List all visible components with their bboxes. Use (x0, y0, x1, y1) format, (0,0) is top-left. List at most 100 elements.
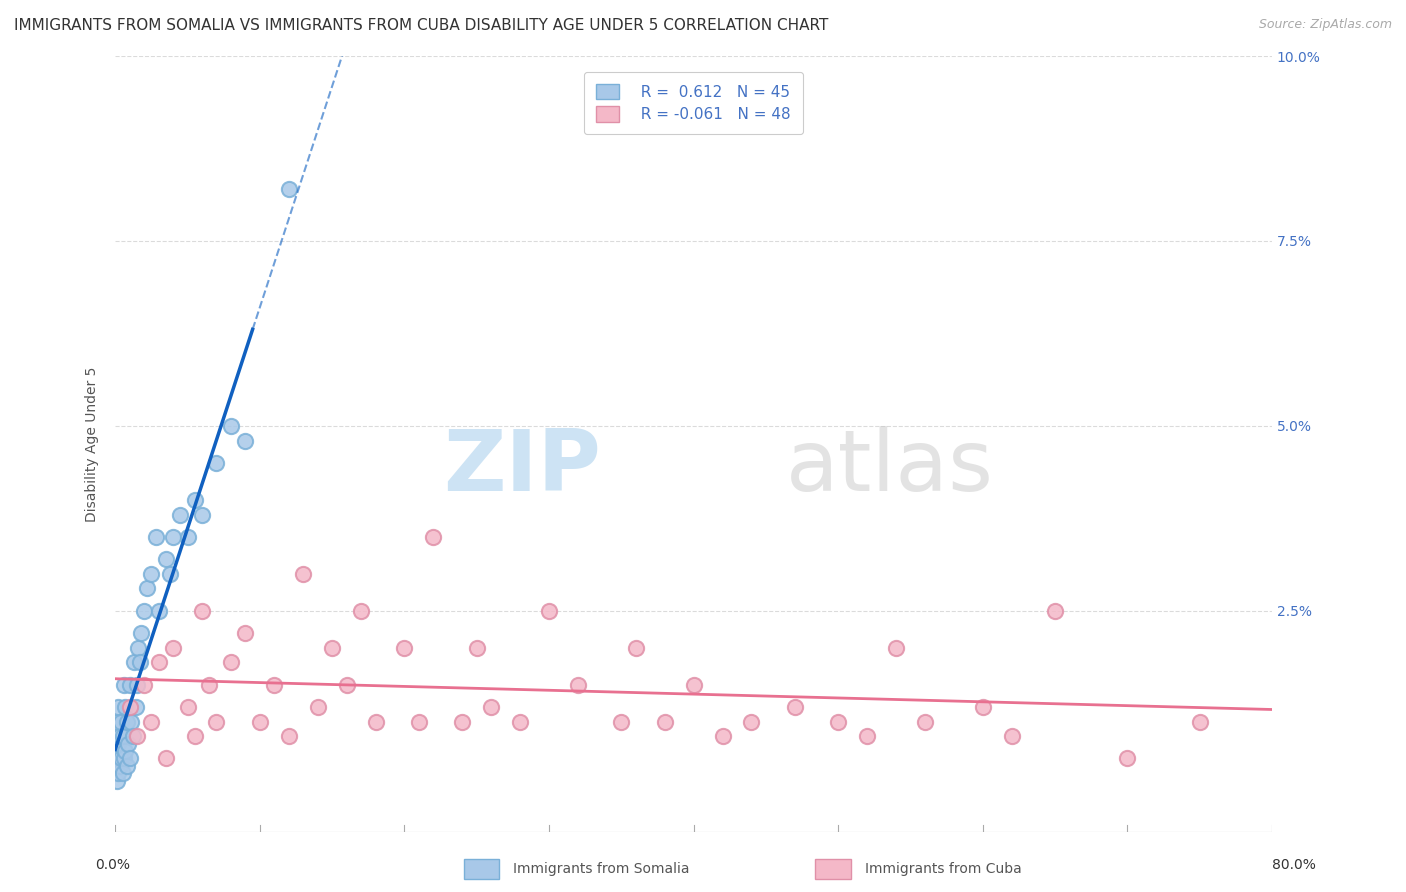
Text: ZIP: ZIP (443, 426, 602, 509)
Text: 0.0%: 0.0% (96, 858, 129, 872)
Point (141, 566, 163, 581)
Point (610, 714, 633, 729)
Point (509, 714, 531, 729)
Point (292, 566, 315, 581)
Point (159, 566, 181, 581)
Point (972, 699, 994, 714)
Point (884, 640, 907, 655)
Point (408, 714, 430, 729)
Point (114, 699, 136, 714)
Point (277, 729, 299, 743)
Point (112, 677, 135, 691)
Point (134, 677, 156, 691)
Point (191, 508, 214, 522)
Point (827, 714, 849, 729)
Point (394, 640, 416, 655)
Y-axis label: Disability Age Under 5: Disability Age Under 5 (86, 367, 100, 522)
Point (134, 604, 156, 618)
Point (277, 182, 299, 196)
Point (249, 714, 271, 729)
Point (219, 656, 242, 670)
Point (682, 677, 704, 691)
Point (125, 677, 148, 691)
Text: atlas: atlas (786, 426, 994, 509)
Point (219, 418, 242, 433)
Point (111, 766, 134, 780)
Point (465, 640, 488, 655)
Point (120, 714, 142, 729)
Point (118, 677, 141, 691)
Point (128, 656, 150, 670)
Point (115, 759, 138, 773)
Point (711, 729, 734, 743)
Point (740, 714, 762, 729)
Point (176, 699, 198, 714)
Point (121, 729, 143, 743)
Point (479, 699, 502, 714)
Point (184, 492, 207, 507)
Point (162, 530, 184, 544)
Point (107, 766, 129, 780)
Text: Immigrants from Cuba: Immigrants from Cuba (865, 862, 1021, 876)
Point (654, 714, 676, 729)
Point (107, 737, 129, 751)
Point (110, 751, 132, 765)
Point (114, 744, 136, 758)
Point (162, 640, 184, 655)
Point (321, 640, 343, 655)
Point (145, 530, 167, 544)
Point (118, 751, 141, 765)
Point (118, 699, 141, 714)
Point (624, 640, 647, 655)
Point (105, 714, 128, 729)
Point (108, 729, 131, 743)
Text: IMMIGRANTS FROM SOMALIA VS IMMIGRANTS FROM CUBA DISABILITY AGE UNDER 5 CORRELATI: IMMIGRANTS FROM SOMALIA VS IMMIGRANTS FR… (14, 18, 828, 33)
Point (124, 699, 146, 714)
Point (129, 625, 152, 640)
Point (783, 699, 806, 714)
Point (235, 625, 257, 640)
Point (537, 604, 560, 618)
Point (111, 729, 134, 743)
Point (1001, 729, 1024, 743)
Point (198, 677, 221, 691)
Point (136, 582, 159, 596)
Point (856, 729, 879, 743)
Point (117, 737, 139, 751)
Point (141, 714, 163, 729)
Point (191, 604, 214, 618)
Point (105, 751, 128, 765)
Point (105, 773, 128, 788)
Point (350, 604, 373, 618)
Point (155, 552, 177, 566)
Point (263, 677, 285, 691)
Point (125, 729, 148, 743)
Point (108, 759, 131, 773)
Text: Immigrants from Somalia: Immigrants from Somalia (513, 862, 690, 876)
Text: 80.0%: 80.0% (1271, 858, 1316, 872)
Point (914, 714, 936, 729)
Point (148, 604, 170, 618)
Point (1188, 714, 1211, 729)
Point (110, 714, 132, 729)
Point (205, 456, 228, 470)
Point (205, 714, 228, 729)
Point (1116, 751, 1139, 765)
Point (155, 751, 177, 765)
Point (567, 677, 589, 691)
Point (451, 714, 474, 729)
Legend:   R =  0.612   N = 45,   R = -0.061   N = 48: R = 0.612 N = 45, R = -0.061 N = 48 (583, 71, 803, 134)
Point (112, 751, 135, 765)
Point (235, 434, 257, 448)
Point (184, 729, 207, 743)
Point (122, 656, 145, 670)
Point (148, 656, 170, 670)
Point (336, 677, 359, 691)
Point (107, 699, 129, 714)
Point (169, 508, 191, 522)
Point (422, 530, 444, 544)
Point (307, 699, 329, 714)
Point (115, 714, 138, 729)
Point (127, 640, 149, 655)
Text: Source: ZipAtlas.com: Source: ZipAtlas.com (1258, 18, 1392, 31)
